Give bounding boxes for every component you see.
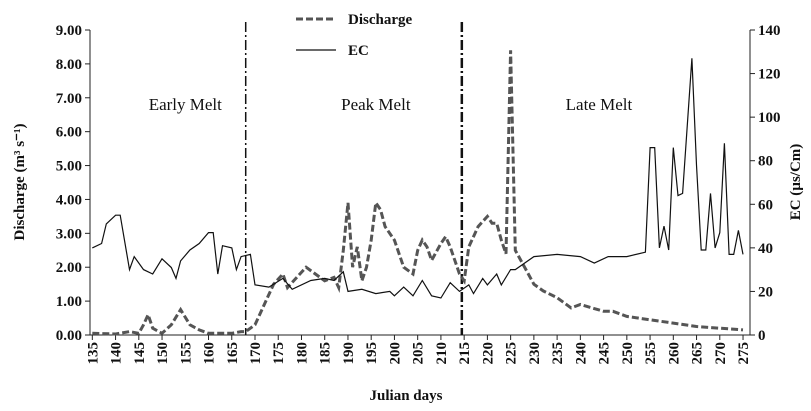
y-tick-label: 8.00 bbox=[56, 57, 82, 73]
x-tick-label: 255 bbox=[643, 342, 659, 365]
phase-label: Late Melt bbox=[566, 95, 633, 114]
y-tick-label: 2.00 bbox=[56, 260, 82, 276]
y-tick-label: 7.00 bbox=[56, 91, 82, 107]
x-axis-label: Julian days bbox=[370, 388, 443, 404]
phase-label: Peak Melt bbox=[341, 95, 411, 114]
x-tick-label: 185 bbox=[318, 342, 334, 365]
y-tick-label: 3.00 bbox=[56, 226, 82, 242]
x-tick-label: 155 bbox=[178, 342, 194, 365]
y-tick-label: 0.00 bbox=[56, 328, 82, 344]
y2-tick-label: 100 bbox=[758, 110, 781, 126]
x-tick-label: 275 bbox=[736, 342, 752, 365]
x-tick-label: 165 bbox=[225, 342, 241, 365]
y-tick-label: 6.00 bbox=[56, 125, 82, 141]
x-tick-label: 150 bbox=[155, 342, 171, 365]
x-tick-label: 250 bbox=[620, 342, 636, 365]
x-tick-label: 235 bbox=[550, 342, 566, 365]
x-tick-label: 160 bbox=[202, 342, 218, 365]
x-tick-label: 225 bbox=[504, 342, 520, 365]
x-tick-label: 230 bbox=[527, 342, 543, 365]
x-tick-label: 240 bbox=[573, 342, 589, 365]
y-axis-label: Discharge (m³ s⁻¹) bbox=[12, 124, 28, 241]
x-tick-label: 215 bbox=[457, 342, 473, 365]
x-tick-label: 190 bbox=[341, 342, 357, 365]
y-tick-label: 1.00 bbox=[56, 294, 82, 310]
x-tick-label: 270 bbox=[713, 342, 729, 365]
y2-tick-label: 40 bbox=[758, 241, 773, 257]
series-line bbox=[92, 58, 744, 299]
x-tick-label: 205 bbox=[411, 342, 427, 365]
legend-label: EC bbox=[348, 43, 369, 59]
series-line bbox=[92, 50, 744, 336]
x-tick-label: 175 bbox=[271, 342, 287, 365]
y-tick-label: 5.00 bbox=[56, 159, 82, 175]
x-tick-label: 140 bbox=[109, 342, 125, 365]
y2-tick-label: 60 bbox=[758, 197, 773, 213]
legend-label: Discharge bbox=[348, 12, 412, 28]
phase-label: Early Melt bbox=[149, 95, 222, 114]
x-tick-label: 170 bbox=[248, 342, 264, 365]
y2-tick-label: 80 bbox=[758, 154, 773, 170]
x-tick-label: 195 bbox=[364, 342, 380, 365]
y2-tick-label: 20 bbox=[758, 284, 773, 300]
x-tick-label: 200 bbox=[387, 342, 403, 365]
y2-axis-label: EC (µs/Cm) bbox=[788, 144, 804, 221]
y-tick-label: 9.00 bbox=[56, 23, 82, 39]
x-tick-label: 135 bbox=[85, 342, 101, 365]
y2-tick-label: 0 bbox=[758, 328, 766, 344]
x-tick-label: 245 bbox=[597, 342, 613, 365]
x-tick-label: 260 bbox=[666, 342, 682, 365]
x-tick-label: 210 bbox=[434, 342, 450, 365]
x-tick-label: 180 bbox=[294, 342, 310, 365]
y2-tick-label: 140 bbox=[758, 23, 781, 39]
x-tick-label: 265 bbox=[690, 342, 706, 365]
x-tick-label: 220 bbox=[480, 342, 496, 365]
x-tick-label: 145 bbox=[132, 342, 148, 365]
y2-tick-label: 120 bbox=[758, 67, 781, 83]
y-tick-label: 4.00 bbox=[56, 192, 82, 208]
